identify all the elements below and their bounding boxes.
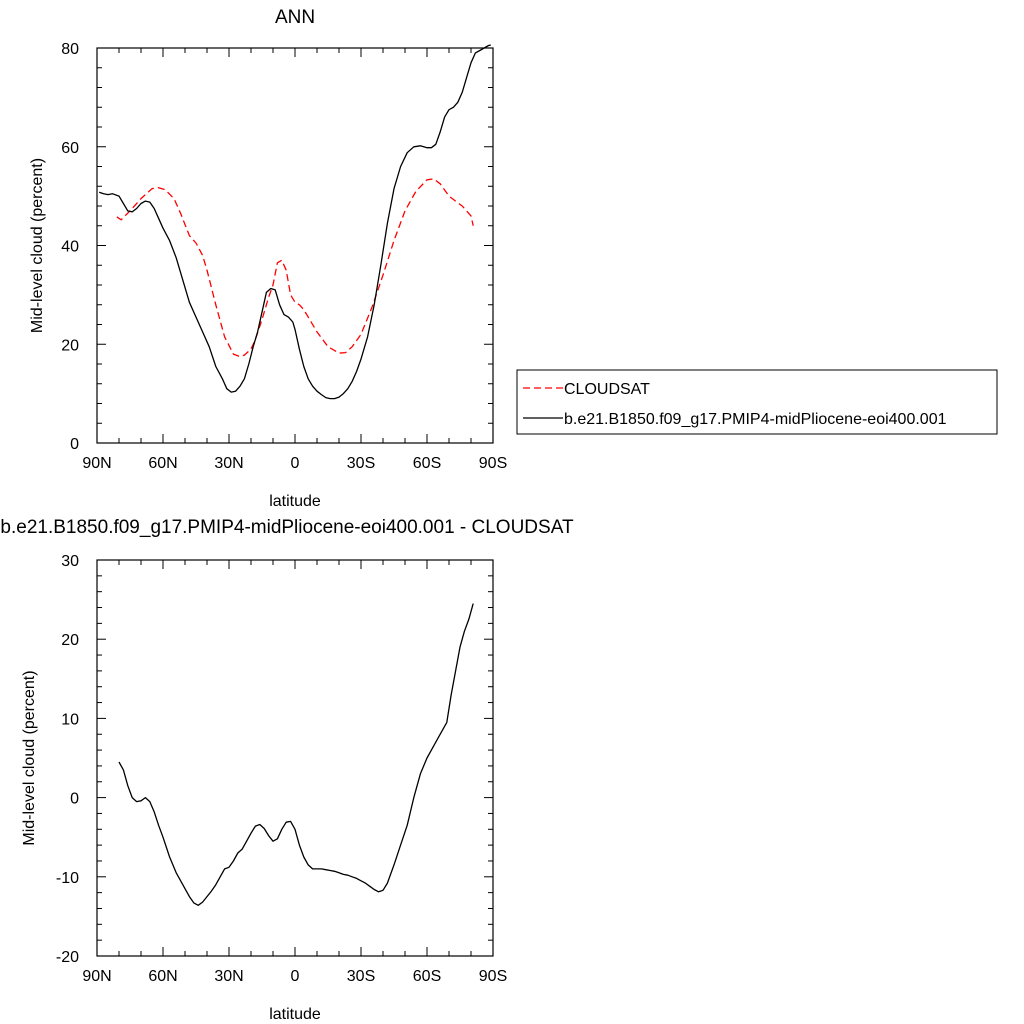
x-axis-label: latitude (269, 1006, 321, 1023)
legend-label: CLOUDSAT (564, 381, 650, 398)
x-tick-label: 60N (148, 968, 177, 985)
y-tick-label: 20 (61, 337, 79, 354)
y-tick-label: 10 (61, 711, 79, 728)
x-tick-label: 60S (413, 455, 441, 472)
y-tick-label: 60 (61, 140, 79, 157)
x-tick-label: 30N (214, 968, 243, 985)
x-tick-label: 90S (479, 455, 507, 472)
chart-title: b.e21.B1850.f09_g17.PMIP4-midPliocene-eo… (0, 517, 574, 538)
y-tick-label: 30 (61, 553, 79, 570)
y-tick-label: 20 (61, 632, 79, 649)
x-tick-label: 60N (148, 455, 177, 472)
chart-top: ANN 90N 60N 30N 0 30S 60S 90S 0 20 40 60 80 latitude M… (29, 7, 998, 510)
series-line-1 (118, 603, 474, 906)
x-tick-label: 60S (413, 968, 441, 985)
x-axis-label: latitude (269, 493, 321, 510)
series-line-1 (116, 178, 474, 358)
y-tick-label: 80 (61, 41, 79, 58)
y-tick-label: -20 (56, 949, 79, 966)
y-tick-label: 0 (70, 791, 79, 808)
x-tick-label: 90S (479, 968, 507, 985)
x-tick-label: 30S (347, 455, 375, 472)
x-tick-label: 0 (291, 455, 300, 472)
y-tick-label: -10 (56, 870, 79, 887)
chart-title: ANN (275, 7, 315, 28)
y-axis-label: Mid-level cloud (percent) (29, 158, 46, 333)
x-tick-label: 0 (291, 968, 300, 985)
legend-box (516, 369, 998, 435)
plot-frame (96, 47, 494, 444)
x-tick-label: 30S (347, 968, 375, 985)
chart-bottom: b.e21.B1850.f09_g17.PMIP4-midPliocene-eo… (0, 517, 574, 1023)
legend-label: b.e21.B1850.f09_g17.PMIP4-midPliocene-eo… (564, 411, 947, 428)
y-tick-label: 40 (61, 239, 79, 256)
y-axis-label: Mid-level cloud (percent) (21, 670, 38, 845)
x-tick-label: 30N (214, 455, 243, 472)
series-line-2 (98, 44, 491, 400)
plot-frame (96, 559, 494, 957)
x-tick-label: 90N (82, 455, 111, 472)
x-tick-label: 90N (82, 968, 111, 985)
y-tick-label: 0 (70, 436, 79, 453)
